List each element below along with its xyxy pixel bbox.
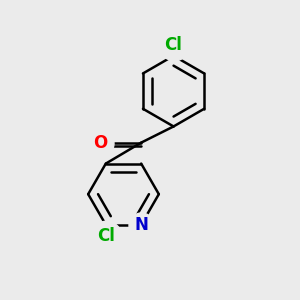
Text: Cl: Cl	[165, 36, 182, 54]
Text: N: N	[134, 216, 148, 234]
Text: O: O	[93, 134, 108, 152]
Text: Cl: Cl	[97, 227, 115, 245]
